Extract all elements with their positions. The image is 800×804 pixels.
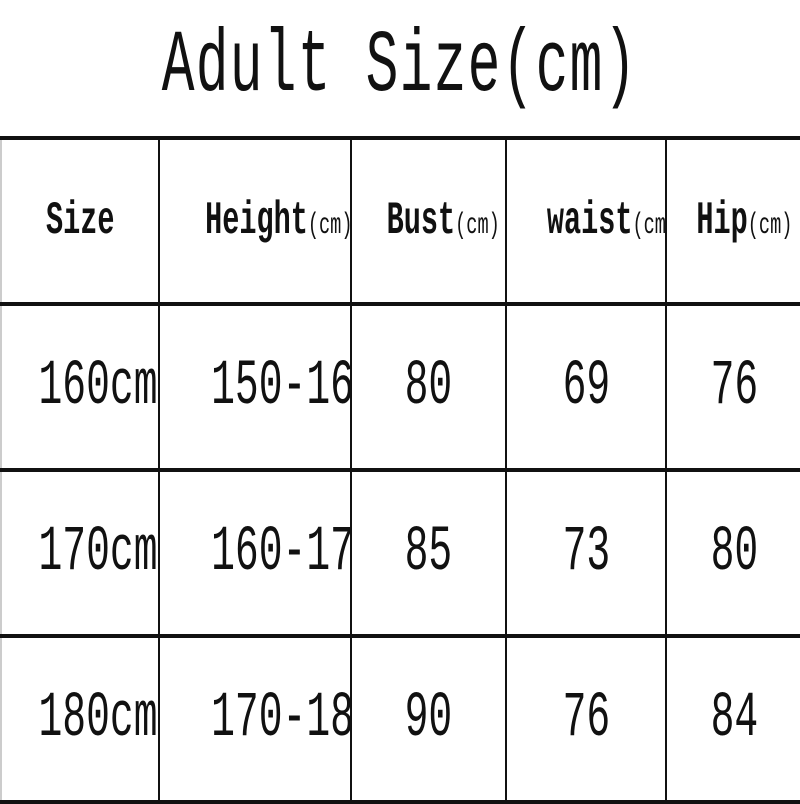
table-cell: 160cm	[0, 302, 160, 472]
header-cell-bust: Bust(cm)	[350, 136, 507, 306]
cell-value: 76	[710, 351, 758, 423]
cell-value: 170cm	[38, 517, 158, 589]
size-table: Size Height(cm) Bust(cm) waist(cm) Hip(c…	[0, 136, 800, 804]
table-cell: 80	[350, 302, 507, 472]
table-cell: 76	[665, 302, 800, 472]
chart-title: Adult Size(cm)	[0, 0, 800, 135]
table-row: 180cm 170-180 90 76 84	[0, 634, 800, 804]
table-cell: 84	[665, 634, 800, 804]
table-row: 170cm 160-170 85 73 80	[0, 468, 800, 638]
table-cell: 73	[505, 468, 667, 638]
cell-value: 73	[562, 517, 610, 589]
cell-value: 69	[562, 351, 610, 423]
table-cell: 180cm	[0, 634, 160, 804]
table-cell: 90	[350, 634, 507, 804]
header-unit: (cm)	[632, 209, 666, 243]
table-cell: 170-180	[158, 634, 352, 804]
cell-value: 170-180	[211, 683, 349, 755]
header-unit: (cm)	[455, 209, 500, 243]
header-cell-hip: Hip(cm)	[665, 136, 800, 306]
header-label: waist	[546, 195, 633, 247]
header-label: Hip	[696, 195, 748, 247]
table-cell: 80	[665, 468, 800, 638]
table-cell: 76	[505, 634, 667, 804]
cell-value: 180cm	[38, 683, 158, 755]
header-unit: (cm)	[747, 209, 793, 243]
title-text: Adult Size(cm)	[162, 18, 638, 117]
cell-value: 80	[710, 517, 758, 589]
header-label: Bust	[386, 195, 456, 247]
header-unit: (cm)	[307, 209, 351, 243]
cell-value: 150-160	[211, 351, 349, 423]
cell-value: 90	[404, 683, 453, 755]
table-cell: 69	[505, 302, 667, 472]
table-cell: 170cm	[0, 468, 160, 638]
header-cell-waist: waist(cm)	[505, 136, 667, 306]
cell-value: 85	[404, 517, 453, 589]
header-cell-height: Height(cm)	[158, 136, 352, 306]
header-row: Size Height(cm) Bust(cm) waist(cm) Hip(c…	[0, 136, 800, 306]
cell-value: 160-170	[211, 517, 349, 589]
cell-value: 76	[562, 683, 610, 755]
table-cell: 85	[350, 468, 507, 638]
cell-value: 160cm	[38, 351, 158, 423]
header-label: Height	[205, 195, 308, 247]
table-cell: 160-170	[158, 468, 352, 638]
cell-value: 84	[710, 683, 758, 755]
table-cell: 150-160	[158, 302, 352, 472]
cell-value: 80	[404, 351, 453, 423]
table-row: 160cm 150-160 80 69 76	[0, 302, 800, 472]
header-label: Size	[45, 195, 115, 247]
header-cell-size: Size	[0, 136, 160, 306]
